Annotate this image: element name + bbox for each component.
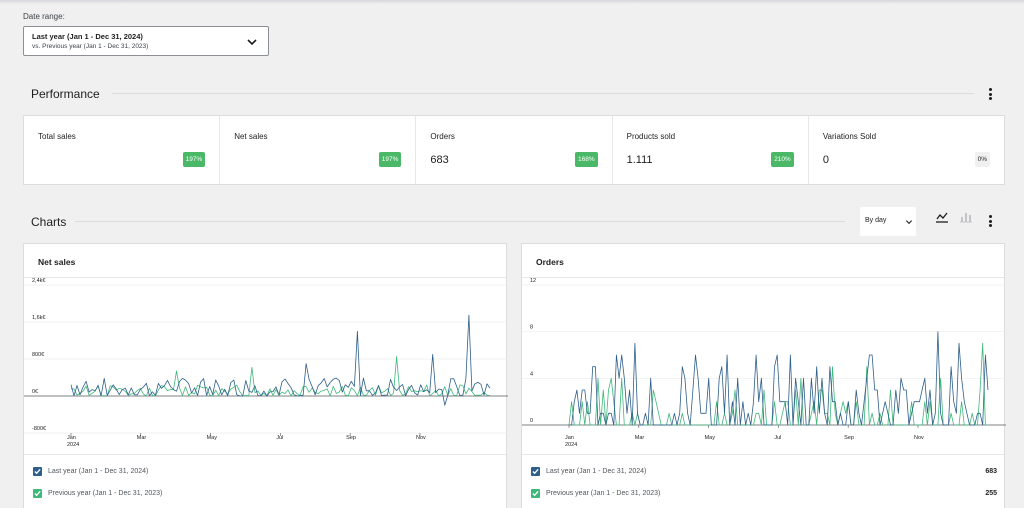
- x-tick-label: May: [207, 435, 218, 441]
- delta-badge: 168%: [574, 152, 598, 167]
- checkbox-checked-icon[interactable]: [33, 489, 42, 498]
- x-tick-label: 2024: [67, 442, 79, 448]
- performance-title: Performance: [31, 87, 100, 101]
- checkbox-checked-icon[interactable]: [33, 467, 42, 476]
- delta-badge: 197%: [182, 152, 206, 167]
- checkbox-checked-icon[interactable]: [531, 467, 540, 476]
- checkbox-checked-icon[interactable]: [531, 489, 540, 498]
- x-tick-label: Nov: [914, 435, 924, 441]
- y-tick-label: 0€: [32, 389, 38, 395]
- legend-count: 255: [985, 490, 997, 497]
- x-tick-label: Mar: [137, 435, 147, 441]
- card-divider: [522, 277, 1004, 278]
- chevron-down-icon: [905, 220, 913, 225]
- delta-badge: 210%: [771, 152, 794, 167]
- card-divider: [24, 277, 506, 278]
- tile-label: Orders: [430, 132, 455, 141]
- x-tick-label: Mar: [635, 435, 645, 441]
- y-tick-label: -800€: [32, 426, 46, 432]
- tile-net-sales[interactable]: Net sales 197%: [220, 116, 417, 184]
- orders-chart-card: Orders 12 8 4 0 Jan 2024 Mar May Jul Sep Nov Last …: [521, 243, 1006, 508]
- x-tick-label: Sep: [844, 435, 854, 441]
- legend-item-previous[interactable]: Previous year (Jan 1 - Dec 31, 2023) 255: [531, 489, 997, 498]
- performance-summary: Total sales 197% Net sales 197% Orders 6…: [23, 115, 1005, 185]
- x-tick-label: Jan: [67, 435, 76, 441]
- y-tick-label: 4: [530, 371, 533, 377]
- tile-label: Total sales: [38, 132, 76, 141]
- card-divider: [522, 454, 1004, 455]
- chart-title: Net sales: [38, 257, 76, 267]
- chevron-down-icon: [247, 39, 257, 46]
- bar-chart-icon[interactable]: [959, 210, 973, 224]
- series-line-current: [70, 314, 491, 406]
- tile-value: 1.111: [626, 154, 653, 166]
- x-tick-label: 2024: [565, 442, 577, 448]
- net-sales-chart-card: Net sales 2,4k€ 1,6k€ 800€ 0€ -800€ Jan 2024 Ma…: [23, 243, 508, 508]
- charts-title: Charts: [31, 215, 67, 229]
- legend-label: Previous year (Jan 1 - Dec 31, 2023): [48, 490, 163, 497]
- x-tick-label: Nov: [416, 435, 426, 441]
- date-range-label: Date range:: [23, 12, 65, 21]
- chart-title: Orders: [536, 257, 564, 267]
- tile-value: 683: [430, 154, 449, 166]
- x-tick-label: Jul: [276, 435, 283, 441]
- top-bar-shadow: [0, 0, 1024, 4]
- tile-label: Variations Sold: [822, 132, 877, 141]
- x-tick-label: May: [705, 435, 716, 441]
- tile-orders[interactable]: Orders 683 168%: [416, 116, 613, 184]
- delta-badge: 0%: [974, 152, 991, 167]
- series-line-current: [569, 331, 989, 426]
- card-divider: [24, 454, 506, 455]
- tile-products-sold[interactable]: Products sold 1.111 210%: [613, 116, 809, 184]
- interval-select-value: By day: [865, 217, 887, 224]
- y-tick-label: 12: [530, 278, 536, 284]
- y-tick-label: 8: [530, 325, 533, 331]
- tile-total-sales[interactable]: Total sales 197%: [24, 116, 221, 184]
- y-tick-label: 0: [530, 418, 533, 424]
- legend-label: Previous year (Jan 1 - Dec 31, 2023): [546, 490, 661, 497]
- x-tick-label: Jan: [565, 435, 574, 441]
- legend-label: Last year (Jan 1 - Dec 31, 2024): [48, 468, 149, 475]
- y-tick-label: 800€: [32, 352, 44, 358]
- performance-menu-icon[interactable]: [985, 87, 995, 101]
- x-tick-label: Jul: [774, 435, 781, 441]
- date-range-primary: Last year (Jan 1 - Dec 31, 2024): [32, 32, 143, 41]
- charts-menu-icon[interactable]: [985, 214, 995, 228]
- legend-item-current[interactable]: Last year (Jan 1 - Dec 31, 2024): [33, 467, 499, 476]
- tile-variations-sold[interactable]: Variations Sold 0 0%: [809, 116, 1004, 184]
- interval-select[interactable]: By day: [860, 207, 916, 236]
- performance-divider: [112, 93, 974, 94]
- tile-label: Products sold: [626, 132, 676, 141]
- tile-label: Net sales: [234, 132, 268, 141]
- charts-divider: [75, 221, 845, 222]
- line-chart-icon[interactable]: [935, 210, 949, 224]
- legend-label: Last year (Jan 1 - Dec 31, 2024): [546, 468, 647, 475]
- legend-item-current[interactable]: Last year (Jan 1 - Dec 31, 2024) 683: [531, 467, 997, 476]
- legend-item-previous[interactable]: Previous year (Jan 1 - Dec 31, 2023): [33, 489, 499, 498]
- legend-count: 683: [985, 468, 997, 475]
- y-tick-label: 2,4k€: [32, 278, 45, 284]
- tile-value: 0: [822, 154, 829, 166]
- date-range-compare: vs. Previous year (Jan 1 - Dec 31, 2023): [32, 43, 149, 50]
- x-tick-label: Sep: [346, 435, 356, 441]
- delta-badge: 197%: [378, 152, 402, 167]
- date-range-picker[interactable]: Last year (Jan 1 - Dec 31, 2024) vs. Pre…: [23, 26, 269, 56]
- y-tick-label: 1,6k€: [32, 315, 45, 321]
